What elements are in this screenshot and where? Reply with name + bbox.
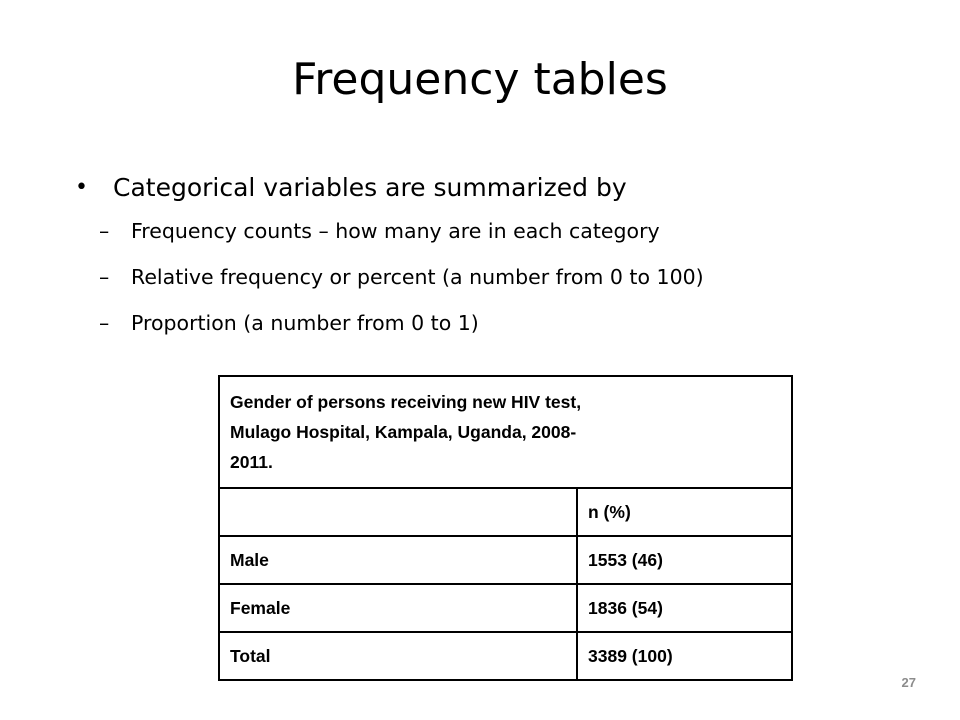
sub-bullet-frequency-counts: – Frequency counts – how many are in eac… bbox=[75, 208, 935, 254]
table-header-cell bbox=[218, 487, 578, 537]
table-cell-category: Male bbox=[218, 535, 578, 585]
table-cell-category: Total bbox=[218, 631, 578, 681]
table-header-cell: n (%) bbox=[576, 487, 793, 537]
dash-icon: – bbox=[99, 265, 110, 289]
sub-bullet-proportion: – Proportion (a number from 0 to 1) bbox=[75, 300, 935, 346]
table-caption: Gender of persons receiving new HIV test… bbox=[218, 375, 793, 489]
caption-line: 2011. bbox=[230, 452, 273, 472]
bullet-icon: • bbox=[75, 175, 88, 200]
bullet-item-main: • Categorical variables are summarized b… bbox=[75, 168, 935, 208]
page-number: 27 bbox=[901, 675, 916, 690]
table-caption-row: Gender of persons receiving new HIV test… bbox=[218, 375, 793, 489]
dash-icon: – bbox=[99, 311, 110, 335]
table-cell-value: 1553 (46) bbox=[576, 535, 793, 585]
table-cell-value: 3389 (100) bbox=[576, 631, 793, 681]
table-header-row: n (%) bbox=[218, 487, 793, 537]
frequency-table: Gender of persons receiving new HIV test… bbox=[218, 375, 793, 681]
bullet-text: Categorical variables are summarized by bbox=[113, 173, 627, 202]
dash-icon: – bbox=[99, 219, 110, 243]
bullet-list: • Categorical variables are summarized b… bbox=[75, 168, 935, 346]
slide-title: Frequency tables bbox=[292, 54, 668, 105]
table-row: Total 3389 (100) bbox=[218, 631, 793, 681]
sub-bullet-text: Proportion (a number from 0 to 1) bbox=[131, 311, 479, 335]
table-row: Female 1836 (54) bbox=[218, 583, 793, 633]
caption-line: Gender of persons receiving new HIV test… bbox=[230, 392, 582, 412]
sub-bullet-text: Frequency counts – how many are in each … bbox=[131, 219, 660, 243]
table-cell-category: Female bbox=[218, 583, 578, 633]
sub-bullet-relative-frequency: – Relative frequency or percent (a numbe… bbox=[75, 254, 935, 300]
caption-line: Mulago Hospital, Kampala, Uganda, 2008- bbox=[230, 422, 577, 442]
table-row: Male 1553 (46) bbox=[218, 535, 793, 585]
sub-bullet-text: Relative frequency or percent (a number … bbox=[131, 265, 704, 289]
table-cell-value: 1836 (54) bbox=[576, 583, 793, 633]
